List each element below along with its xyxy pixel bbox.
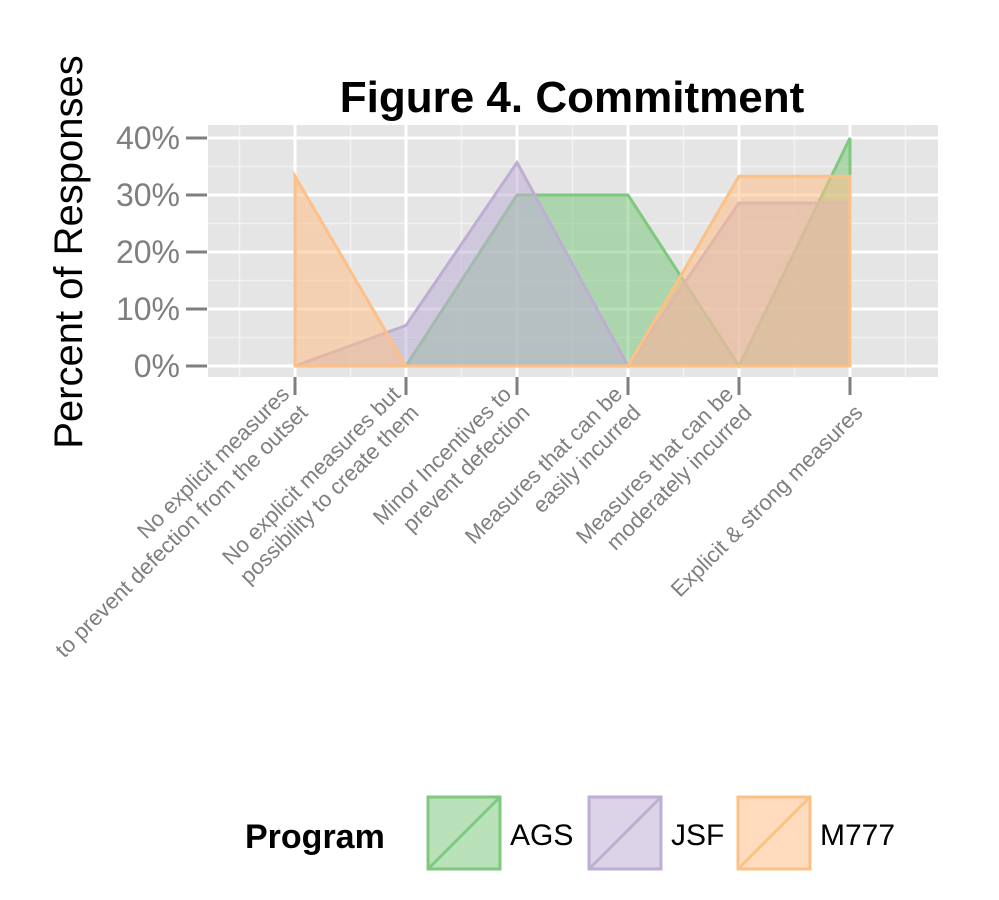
legend-label-m777: M777 (820, 819, 895, 852)
x-axis: No explicit measuresto prevent defection… (50, 377, 868, 662)
legend-label-ags: AGS (510, 819, 573, 852)
legend-key-line (736, 795, 812, 871)
y-tick-label: 40% (116, 120, 180, 156)
legend-key-line (587, 795, 663, 871)
y-axis-label: Percent of Responses (47, 55, 91, 449)
y-tick-label: 10% (116, 291, 180, 327)
legend-title: Program (245, 818, 385, 856)
series-areas (293, 137, 852, 370)
chart-title: Figure 4. Commitment (340, 73, 805, 122)
y-tick-label: 30% (116, 177, 180, 213)
legend-key-line (426, 795, 502, 871)
area-m777 (293, 170, 852, 368)
legend-label-jsf: JSF (671, 819, 724, 852)
legend: Program AGS JSF M777 (245, 795, 895, 871)
y-tick-label: 0% (134, 348, 180, 384)
y-tick-label: 20% (116, 234, 180, 270)
y-axis: 0% 10% 20% 30% 40% (116, 120, 207, 384)
